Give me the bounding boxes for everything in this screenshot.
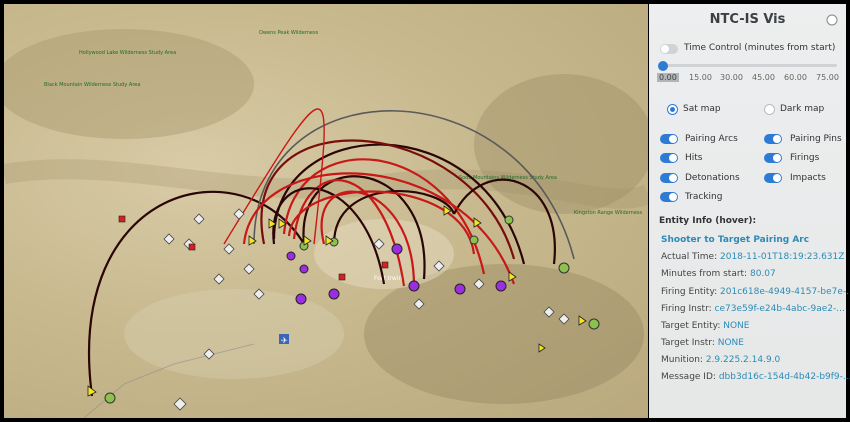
time-control-toggle[interactable] [660,44,678,54]
map-label: Kingston Range Wilderness [574,210,643,216]
tracking-label: Tracking [685,192,723,202]
map-view[interactable]: Hollywood Lake Wilderness Study Area Bla… [4,4,648,418]
detonations-toggle[interactable] [660,173,678,183]
dark-map-label: Dark map [780,104,825,114]
airport-icon [279,334,289,344]
hits-toggle[interactable] [660,153,678,163]
slider-tick: 60.00 [784,73,807,82]
pairing-arcs-toggle[interactable] [660,134,678,144]
settings-icon[interactable] [826,14,838,26]
pairing-arcs [88,108,575,397]
entity-info-heading: Entity Info (hover): [659,216,757,226]
time-control-label: Time Control (minutes from start) [684,43,836,53]
entity-field-target-instr: Target Instr: NONE [661,338,744,348]
blue-force-markers [286,243,507,305]
slider-tick: 0.00 [657,73,679,82]
map-label: Fort Irwin [374,275,402,282]
panel-title: NTC-IS Vis [709,12,786,27]
slider-tick: 30.00 [720,73,743,82]
map-canvas[interactable]: Hollywood Lake Wilderness Study Area Bla… [4,4,648,418]
firings-label: Firings [790,153,820,163]
sat-map-radio[interactable] [667,104,678,115]
tracking-toggle[interactable] [660,192,678,202]
pairing-pins-toggle[interactable] [764,134,782,144]
sat-map-label: Sat map [683,104,721,114]
entity-field-actual-time: Actual Time: 2018-11-01T18:19:23.631Z [661,252,845,262]
entity-info-title: Shooter to Target Pairing Arc [661,235,810,245]
pairing-arcs-label: Pairing Arcs [685,134,738,144]
opfor-markers [104,215,600,404]
impacts-label: Impacts [790,173,826,183]
entity-field-munition: Munition: 2.9.225.2.14.9.0 [661,355,781,365]
firing-markers [87,205,587,397]
slider-tick: 15.00 [689,73,712,82]
entity-field-firing-entity: Firing Entity: 201c618e-4949-4157-be7e-.… [661,287,850,297]
control-panel: NTC-IS Vis Time Control (minutes from st… [649,4,850,418]
firings-toggle[interactable] [764,153,782,163]
detonations-label: Detonations [685,173,740,183]
entity-field-firing-instr: Firing Instr: ce73e59f-e24b-4abc-9ae2-..… [661,304,845,314]
airport-icon: ✈ [281,336,288,345]
time-slider[interactable] [659,64,837,67]
hit-markers [118,215,389,281]
map-label: Owens Peak Wilderness [259,30,319,36]
impacts-toggle[interactable] [764,173,782,183]
slider-tick: 45.00 [752,73,775,82]
map-label: Soda Mountains Wilderness Study Area [459,175,557,181]
pairing-pins-label: Pairing Pins [790,134,842,144]
slider-tick: 75.00 [816,73,839,82]
dark-map-radio[interactable] [764,104,775,115]
entity-field-target-entity: Target Entity: NONE [661,321,750,331]
map-label: Black Mountain Wilderness Study Area [44,82,140,88]
map-label: Hollywood Lake Wilderness Study Area [79,50,176,56]
time-slider-thumb[interactable] [658,61,668,71]
entity-field-minutes: Minutes from start: 80.07 [661,269,776,279]
hits-label: Hits [685,153,703,163]
entity-field-message-id: Message ID: dbb3d16c-154d-4b42-b9f9-... [661,372,850,382]
